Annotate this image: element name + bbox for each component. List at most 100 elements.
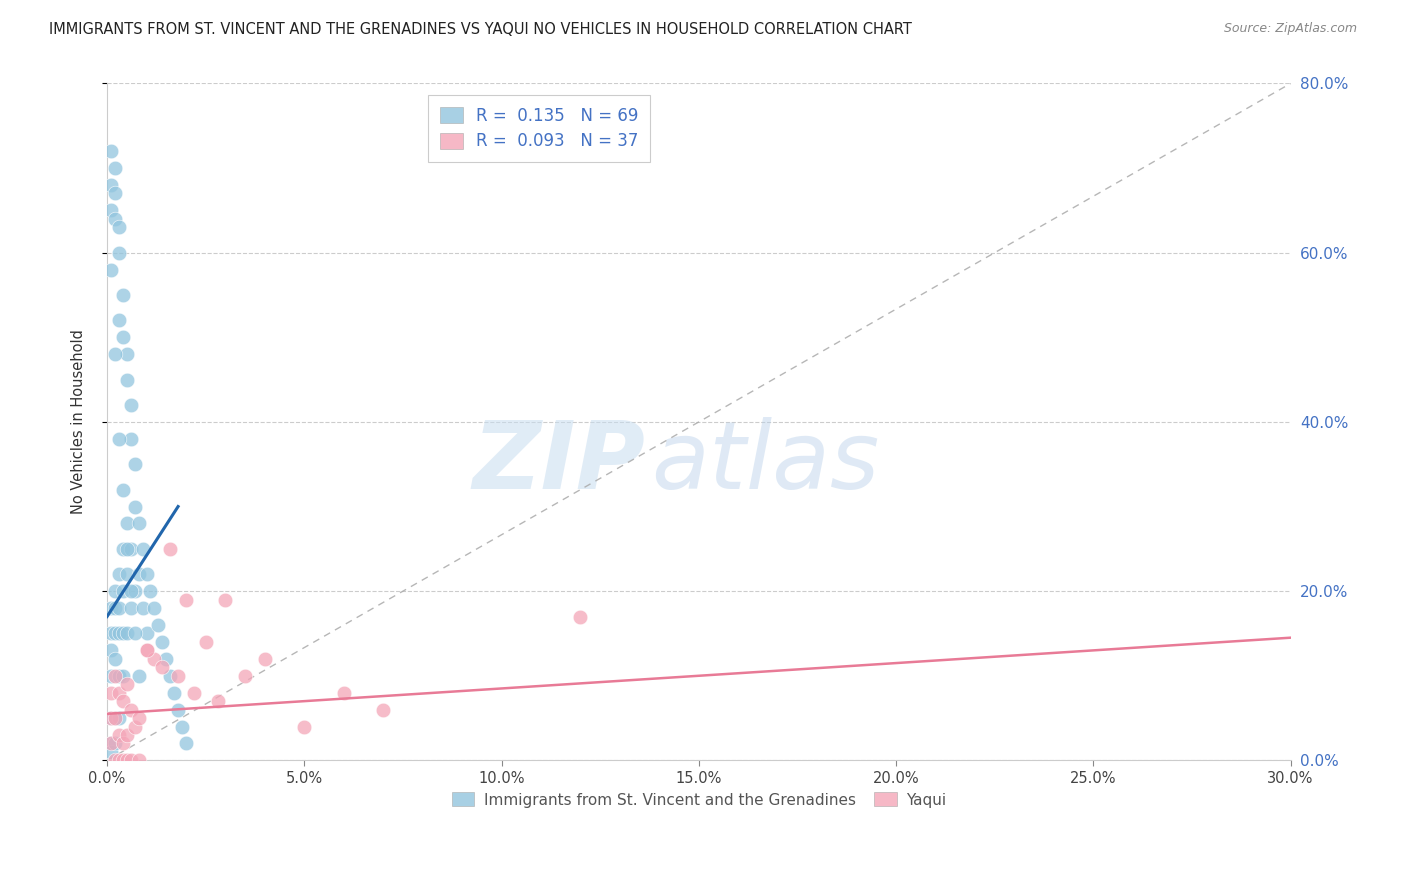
Point (111, 483, 134, 497)
Point (108, 313, 131, 327)
Point (100, 736, 122, 750)
Point (148, 618, 170, 632)
Point (111, 694, 134, 708)
Point (104, 753, 127, 767)
Point (131, 601, 153, 615)
Point (108, 711, 131, 725)
Point (233, 669, 256, 683)
Point (128, 711, 150, 725)
Point (253, 652, 276, 666)
Point (104, 736, 127, 750)
Point (120, 432, 142, 446)
Point (135, 643, 157, 657)
Point (174, 592, 197, 607)
Point (100, 262, 122, 277)
Point (135, 567, 157, 582)
Point (100, 203, 122, 218)
Point (124, 626, 146, 640)
Point (115, 677, 138, 691)
Point (292, 720, 315, 734)
Point (128, 669, 150, 683)
Point (104, 652, 127, 666)
Point (207, 694, 229, 708)
Point (100, 144, 122, 158)
Point (108, 753, 131, 767)
Point (373, 703, 395, 717)
Point (120, 753, 142, 767)
Point (100, 626, 122, 640)
Text: atlas: atlas (651, 417, 880, 508)
Point (100, 736, 122, 750)
Point (128, 516, 150, 531)
Point (108, 669, 131, 683)
Point (124, 584, 146, 599)
Point (104, 601, 127, 615)
Point (159, 541, 181, 556)
Point (167, 669, 190, 683)
Point (120, 398, 142, 412)
Point (108, 601, 131, 615)
Point (163, 686, 186, 700)
Point (128, 567, 150, 582)
Point (104, 669, 127, 683)
Point (104, 626, 127, 640)
Point (214, 592, 236, 607)
Point (111, 330, 134, 344)
Point (100, 711, 122, 725)
Point (111, 584, 134, 599)
Point (150, 635, 173, 649)
Point (115, 753, 138, 767)
Point (100, 686, 122, 700)
Y-axis label: No Vehicles in Household: No Vehicles in Household (72, 329, 86, 515)
Point (108, 432, 131, 446)
Point (159, 669, 181, 683)
Point (115, 347, 138, 361)
Point (104, 186, 127, 201)
Point (143, 601, 166, 615)
Point (108, 626, 131, 640)
Point (108, 686, 131, 700)
Text: ZIP: ZIP (472, 417, 645, 508)
Point (104, 711, 127, 725)
Point (104, 347, 127, 361)
Point (170, 720, 193, 734)
Point (569, 609, 592, 624)
Point (128, 753, 150, 767)
Point (100, 669, 122, 683)
Point (100, 745, 122, 759)
Point (104, 584, 127, 599)
Point (108, 220, 131, 235)
Point (194, 635, 217, 649)
Point (108, 728, 131, 742)
Point (111, 753, 134, 767)
Text: Source: ZipAtlas.com: Source: ZipAtlas.com (1223, 22, 1357, 36)
Point (143, 652, 166, 666)
Point (124, 457, 146, 471)
Point (131, 541, 153, 556)
Point (111, 736, 134, 750)
Point (124, 720, 146, 734)
Point (115, 373, 138, 387)
Point (100, 711, 122, 725)
Point (120, 541, 142, 556)
Point (155, 652, 177, 666)
Point (150, 660, 173, 674)
Point (115, 626, 138, 640)
Point (115, 516, 138, 531)
Point (139, 584, 162, 599)
Point (108, 245, 131, 260)
Point (135, 643, 157, 657)
Legend: Immigrants from St. Vincent and the Grenadines, Yaqui: Immigrants from St. Vincent and the Gren… (446, 787, 952, 814)
Point (100, 178, 122, 192)
Point (100, 643, 122, 657)
Point (100, 601, 122, 615)
Point (108, 567, 131, 582)
Point (115, 541, 138, 556)
Point (167, 703, 190, 717)
Point (333, 686, 356, 700)
Point (104, 711, 127, 725)
Point (111, 669, 134, 683)
Point (174, 736, 197, 750)
Point (111, 541, 134, 556)
Point (111, 288, 134, 302)
